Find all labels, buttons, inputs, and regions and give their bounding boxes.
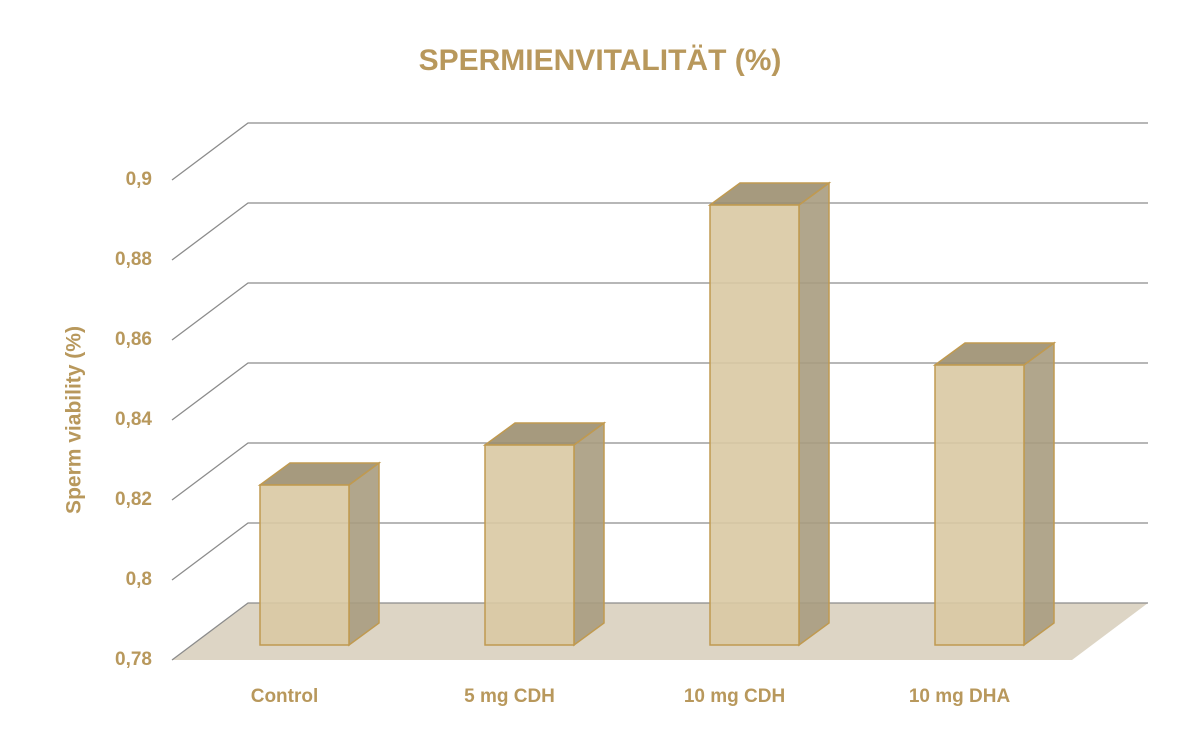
grid-line [171, 202, 1148, 261]
x-tick-label: 10 mg CDH [684, 686, 785, 707]
grid-line [171, 442, 1148, 501]
y-tick-label: 0,86 [115, 329, 152, 350]
bar-side [1023, 341, 1055, 647]
bar-front [934, 364, 1025, 646]
bar-front [484, 444, 575, 646]
y-axis-label: Sperm viability (%) [63, 326, 86, 514]
grid-line [171, 362, 1148, 421]
grid-line [171, 282, 1148, 341]
bar [707, 181, 832, 647]
grid-line [171, 122, 1148, 181]
bar [482, 421, 607, 647]
bar [257, 461, 382, 647]
y-tick-label: 0,8 [126, 569, 152, 590]
bar-front [259, 484, 350, 646]
floor [172, 603, 1148, 660]
bar-side [348, 461, 380, 647]
bar-front [709, 204, 800, 646]
grid-line [171, 522, 1148, 581]
y-tick-label: 0,84 [115, 409, 152, 430]
y-tick-label: 0,9 [126, 169, 152, 190]
x-tick-label: 10 mg DHA [909, 686, 1011, 707]
y-tick-label: 0,82 [115, 489, 152, 510]
bar-side [798, 181, 830, 647]
x-tick-label: 5 mg CDH [464, 686, 555, 707]
bar [932, 341, 1057, 647]
y-tick-label: 0,88 [115, 249, 152, 270]
bar-side [573, 421, 605, 647]
y-tick-label: 0,78 [115, 649, 152, 670]
chart-title: SPERMIENVITALITÄT (%) [419, 44, 782, 77]
x-tick-label: Control [251, 686, 319, 707]
grid-line [171, 602, 1148, 661]
